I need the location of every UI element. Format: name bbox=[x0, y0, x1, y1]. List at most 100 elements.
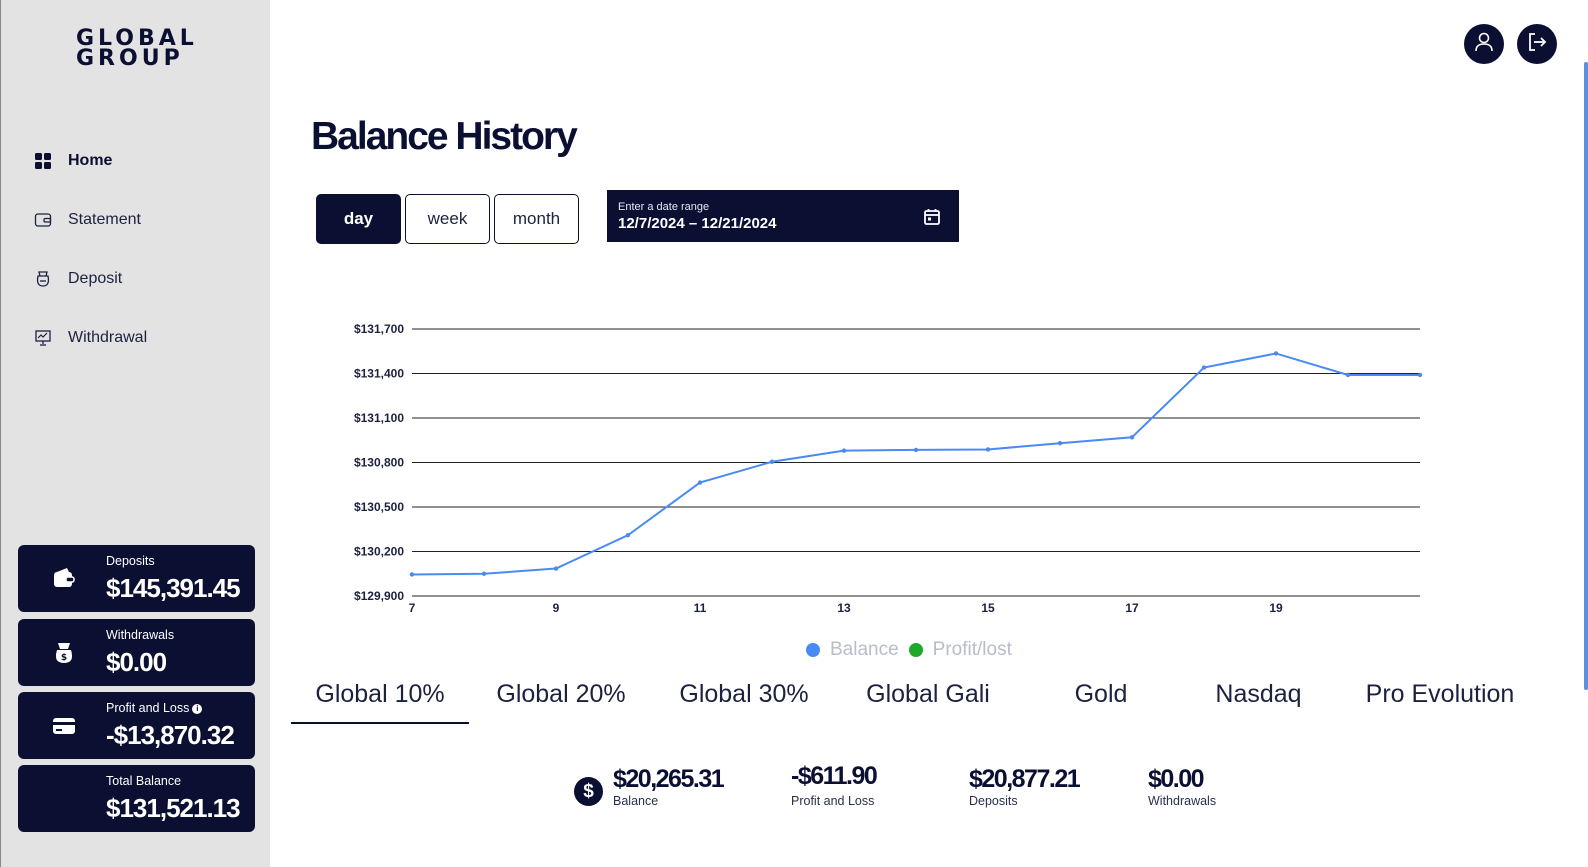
withdrawals-card: $ Withdrawals $0.00 bbox=[18, 619, 255, 686]
summary-deposits-label: Deposits bbox=[969, 794, 1018, 808]
tab-global-10[interactable]: Global 10% bbox=[291, 680, 469, 724]
data-point bbox=[1201, 365, 1207, 370]
wallet-icon bbox=[33, 210, 53, 230]
total-balance-value: $131,521.13 bbox=[106, 793, 241, 823]
sidebar-item-label: Withdrawal bbox=[68, 328, 148, 346]
tab-global-20[interactable]: Global 20% bbox=[496, 680, 626, 708]
sidebar-item-label: Statement bbox=[68, 210, 141, 228]
series-line-balance bbox=[411, 352, 1420, 576]
date-range-value: 12/7/2024 – 12/21/2024 bbox=[618, 215, 777, 232]
deposits-label: Deposits bbox=[106, 554, 155, 568]
profit-loss-label: Profit and Loss i bbox=[106, 701, 203, 715]
date-range-label: Enter a date range bbox=[618, 201, 710, 213]
tab-global-30[interactable]: Global 30% bbox=[679, 680, 809, 708]
summary-profit-loss-value: -$611.90 bbox=[791, 762, 878, 790]
data-point bbox=[481, 571, 487, 576]
summary-balance-value: $20,265.31 bbox=[613, 765, 725, 793]
wallet-icon bbox=[52, 567, 76, 591]
y-tick-label: $131,400 bbox=[354, 367, 404, 381]
y-tick-label: $130,500 bbox=[354, 500, 404, 514]
sidebar-nav: Home Statement Deposit Withdrawal bbox=[33, 131, 147, 367]
logout-icon bbox=[1526, 31, 1548, 58]
sidebar: GLOBAL GROUP Home Statement Deposit bbox=[0, 0, 270, 867]
balance-history-chart: $131,700 $131,400 $131,100 $130,800 $130,500… bbox=[354, 322, 1423, 615]
data-point bbox=[625, 532, 631, 538]
withdrawals-label: Withdrawals bbox=[106, 628, 175, 642]
withdrawals-value: $0.00 bbox=[106, 647, 167, 677]
y-tick-label: $130,800 bbox=[354, 456, 404, 470]
x-tick-label: 7 bbox=[409, 601, 416, 615]
data-point bbox=[913, 447, 919, 453]
data-point bbox=[1057, 441, 1063, 446]
summary-profit-loss-label: Profit and Loss bbox=[791, 794, 875, 808]
summary-profit-loss: -$611.90 Profit and Loss bbox=[791, 762, 878, 808]
calendar-icon[interactable] bbox=[923, 208, 941, 226]
summary-withdrawals-value: $0.00 bbox=[1148, 765, 1205, 793]
money-bag-icon: $ bbox=[52, 641, 76, 665]
profile-button[interactable] bbox=[1464, 24, 1504, 64]
summary-balance-label: Balance bbox=[613, 794, 659, 808]
sidebar-item-label: Home bbox=[68, 151, 113, 169]
summary-balance: $20,265.31 Balance bbox=[613, 765, 725, 808]
data-point bbox=[985, 447, 991, 452]
profit-loss-value: -$13,870.32 bbox=[106, 720, 235, 750]
svg-text:$: $ bbox=[61, 653, 67, 663]
data-point bbox=[1417, 372, 1423, 378]
logout-button[interactable] bbox=[1517, 24, 1557, 64]
tab-gold[interactable]: Gold bbox=[1074, 680, 1128, 708]
legend-dot-profit bbox=[908, 643, 923, 657]
y-tick-label: $130,200 bbox=[354, 545, 404, 559]
data-point bbox=[841, 448, 847, 453]
presentation-chart-icon bbox=[33, 328, 53, 348]
data-point bbox=[553, 566, 559, 571]
x-tick-label: 13 bbox=[837, 601, 851, 615]
data-point bbox=[1129, 435, 1135, 440]
brand-line-1: GLOBAL bbox=[76, 26, 198, 51]
sidebar-item-home[interactable]: Home bbox=[33, 131, 147, 190]
sidebar-item-statement[interactable]: Statement bbox=[33, 190, 147, 249]
data-point bbox=[1273, 351, 1279, 356]
legend-label-profit: Profit/lost bbox=[932, 639, 1012, 660]
brand-line-2: GROUP bbox=[76, 46, 184, 71]
x-tick-label: 19 bbox=[1269, 601, 1283, 615]
range-month-button[interactable]: month bbox=[494, 194, 579, 244]
page-title: Balance History bbox=[311, 115, 578, 158]
tab-nasdaq[interactable]: Nasdaq bbox=[1215, 680, 1302, 708]
sidebar-item-deposit[interactable]: Deposit bbox=[33, 249, 147, 308]
y-tick-label: $131,100 bbox=[354, 411, 404, 425]
data-point bbox=[409, 572, 415, 577]
data-point bbox=[1345, 372, 1351, 378]
dollar-icon: $ bbox=[574, 777, 603, 806]
x-tick-label: 9 bbox=[553, 601, 560, 615]
deposits-card: Deposits $145,391.45 bbox=[18, 545, 255, 612]
sidebar-item-label: Deposit bbox=[68, 269, 123, 287]
legend-label-balance: Balance bbox=[830, 639, 899, 660]
range-week-button[interactable]: week bbox=[405, 194, 490, 244]
chart-legend: Balance Profit/lost bbox=[806, 639, 1022, 661]
x-tick-label: 11 bbox=[694, 601, 707, 615]
user-icon bbox=[1473, 31, 1495, 58]
money-bag-icon bbox=[33, 269, 53, 289]
tab-global-gali[interactable]: Global Gali bbox=[866, 680, 990, 708]
summary-withdrawals-label: Withdrawals bbox=[1148, 794, 1217, 808]
summary-withdrawals: $0.00 Withdrawals bbox=[1148, 765, 1216, 808]
data-point bbox=[697, 480, 703, 485]
summary-deposits-value: $20,877.21 bbox=[969, 765, 1081, 793]
date-range-picker[interactable]: Enter a date range 12/7/2024 – 12/21/202… bbox=[607, 190, 959, 242]
legend-item-balance[interactable]: Balance bbox=[806, 639, 899, 661]
account-tabs: Global 10% Global 20% Global 30% Global … bbox=[291, 680, 1541, 726]
sidebar-item-withdrawal[interactable]: Withdrawal bbox=[33, 308, 147, 367]
y-tick-label: $131,700 bbox=[354, 322, 404, 336]
tab-pro-evolution[interactable]: Pro Evolution bbox=[1365, 680, 1515, 708]
scrollbar[interactable] bbox=[1584, 62, 1588, 690]
legend-item-profit[interactable]: Profit/lost bbox=[908, 639, 1012, 661]
summary-deposits: $20,877.21 Deposits bbox=[969, 765, 1081, 808]
info-icon[interactable]: i bbox=[192, 704, 203, 714]
brand-logo[interactable]: GLOBAL GROUP bbox=[76, 26, 198, 71]
deposits-value: $145,391.45 bbox=[106, 573, 241, 603]
x-tick-label: 15 bbox=[981, 601, 995, 615]
range-day-button[interactable]: day bbox=[316, 194, 401, 244]
data-point bbox=[769, 459, 775, 464]
x-tick-label: 17 bbox=[1125, 601, 1139, 615]
